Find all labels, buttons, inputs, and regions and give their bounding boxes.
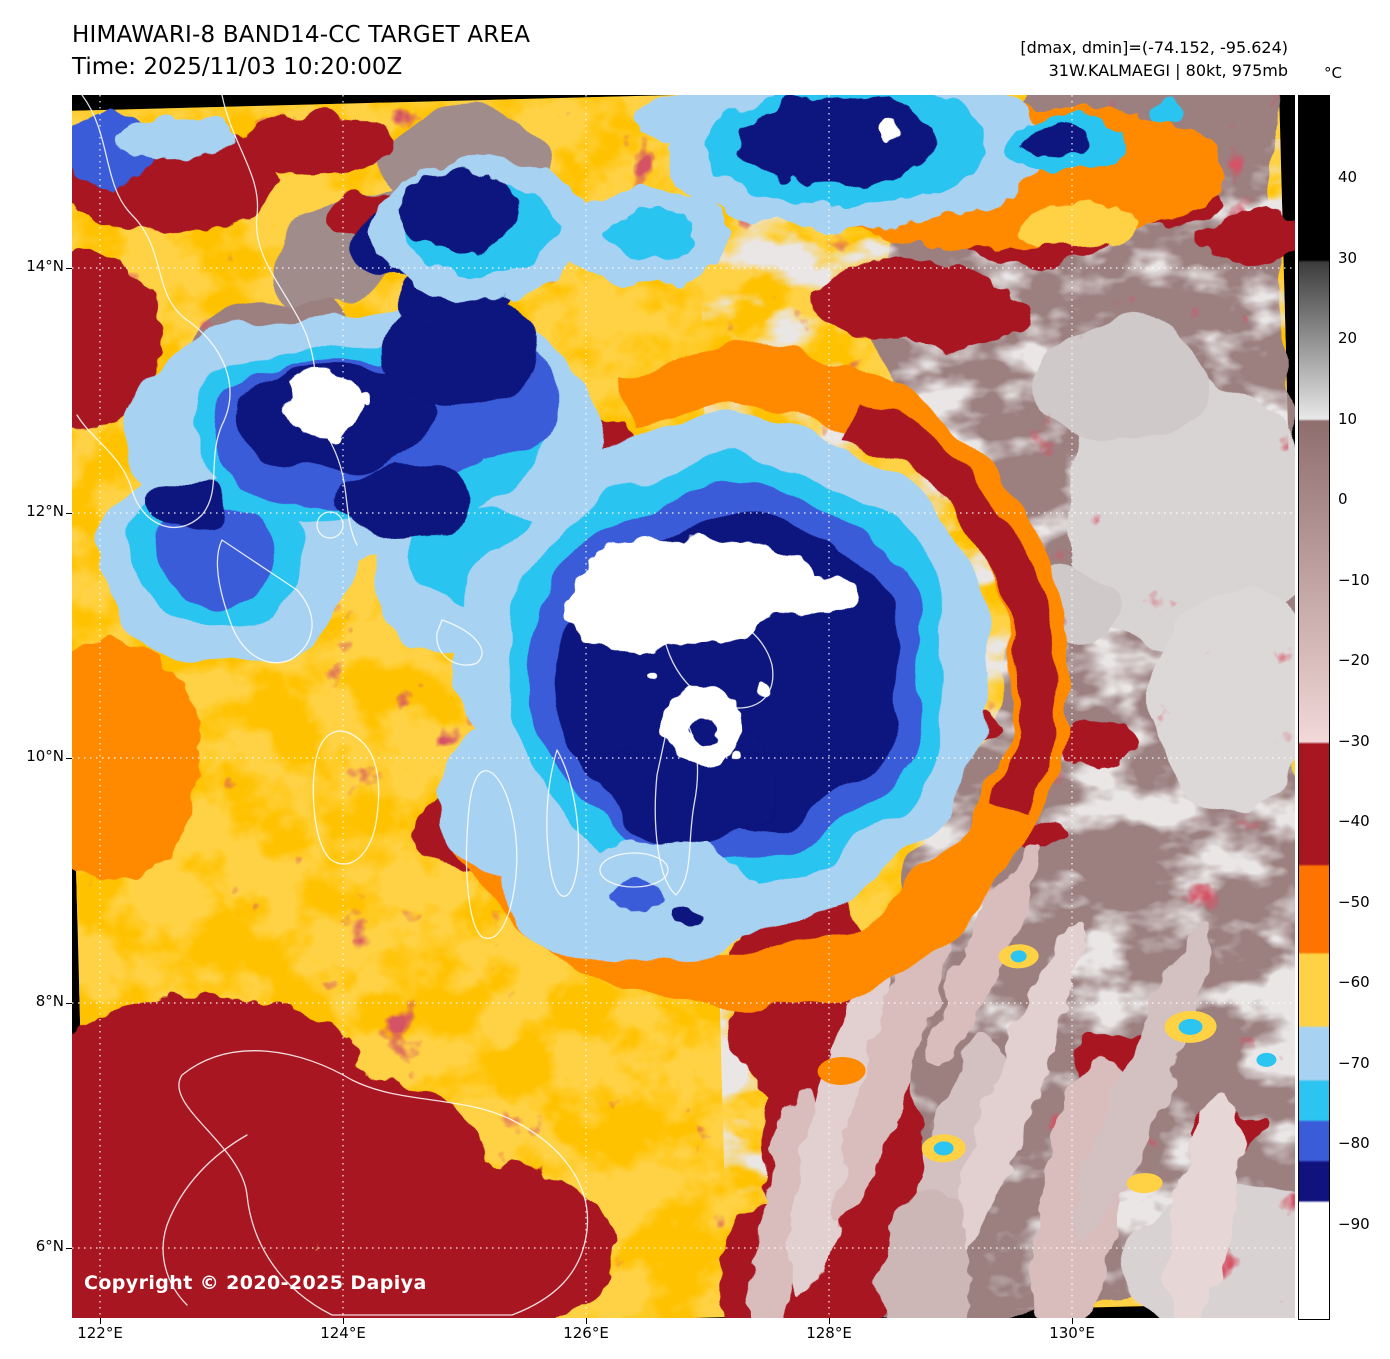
lon-tick-label: 122°E bbox=[77, 1324, 123, 1342]
axis-tick bbox=[100, 1318, 101, 1324]
lon-tick-label: 126°E bbox=[563, 1324, 609, 1342]
lon-tick-label: 130°E bbox=[1049, 1324, 1095, 1342]
lat-tick-label: 6°N bbox=[35, 1237, 64, 1255]
axis-tick bbox=[66, 268, 72, 269]
cold-white-core-nw bbox=[286, 369, 375, 442]
storm-info: 31W.KALMAEGI | 80kt, 975mb bbox=[1048, 61, 1288, 80]
axis-tick bbox=[66, 1248, 72, 1249]
colorbar-tick-label: −80 bbox=[1338, 1134, 1370, 1152]
colorbar-tick-label: −60 bbox=[1338, 973, 1370, 991]
south-cold-fragments bbox=[556, 840, 757, 951]
colorbar-tick-label: −90 bbox=[1338, 1215, 1370, 1233]
typhoon-cdo bbox=[434, 348, 1069, 1009]
lon-tick-label: 124°E bbox=[320, 1324, 366, 1342]
colorbar-tick-label: 30 bbox=[1338, 249, 1358, 267]
colorbar-unit-label: °C bbox=[1324, 64, 1342, 82]
axis-tick bbox=[1072, 1318, 1073, 1324]
colorbar-tick-label: −70 bbox=[1338, 1054, 1370, 1072]
colorbar-tick-label: −50 bbox=[1338, 893, 1370, 911]
colorbar-tick-label: 20 bbox=[1338, 329, 1358, 347]
lat-tick-label: 14°N bbox=[26, 257, 64, 275]
product-title: HIMAWARI-8 BAND14-CC TARGET AREA bbox=[72, 22, 531, 48]
colorbar-tick-label: −10 bbox=[1338, 571, 1370, 589]
axis-tick bbox=[829, 1318, 830, 1324]
lat-tick-label: 10°N bbox=[26, 747, 64, 765]
axis-tick bbox=[66, 1003, 72, 1004]
product-time: Time: 2025/11/03 10:20:00Z bbox=[72, 54, 403, 80]
copyright-text: Copyright © 2020-2025 Dapiya bbox=[84, 1272, 427, 1294]
imagery-swath bbox=[72, 95, 1295, 1318]
satellite-image bbox=[72, 95, 1295, 1318]
axis-tick bbox=[343, 1318, 344, 1324]
coastlines bbox=[76, 95, 774, 1316]
axis-tick bbox=[66, 513, 72, 514]
cold-clouds-top bbox=[72, 95, 1187, 301]
colorbar-tick-label: −30 bbox=[1338, 732, 1370, 750]
dmax-dmin-readout: [dmax, dmin]=(-74.152, -95.624) bbox=[1020, 38, 1288, 57]
lat-tick-label: 8°N bbox=[35, 992, 64, 1010]
colorbar-tick-label: −40 bbox=[1338, 812, 1370, 830]
axis-tick bbox=[66, 758, 72, 759]
map-plot-area: Copyright © 2020-2025 Dapiya bbox=[72, 95, 1295, 1318]
lon-tick-label: 128°E bbox=[806, 1324, 852, 1342]
typhoon-white-core bbox=[569, 536, 863, 765]
axis-tick bbox=[586, 1318, 587, 1324]
colorbar-tick-label: 10 bbox=[1338, 410, 1358, 428]
bright-specks bbox=[817, 944, 1277, 1194]
colorbar-tick-label: 40 bbox=[1338, 168, 1358, 186]
colorbar-tick-label: −20 bbox=[1338, 651, 1370, 669]
pink-cirrus-streaks bbox=[753, 847, 1243, 1318]
lat-tick-label: 12°N bbox=[26, 502, 64, 520]
readout-block: [dmax, dmin]=(-74.152, -95.624) 31W.KALM… bbox=[1020, 36, 1288, 82]
temperature-colorbar bbox=[1298, 95, 1330, 1320]
colorbar-tick-label: 0 bbox=[1338, 490, 1348, 508]
